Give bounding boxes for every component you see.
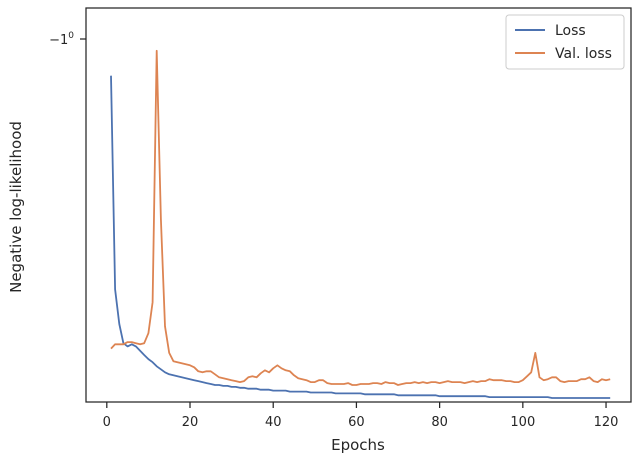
legend: Loss Val. loss [505,14,625,70]
legend-label-val-loss: Val. loss [555,46,612,62]
series-layer [110,49,611,399]
x-axis: 0 20 40 60 80 100 120 [103,402,619,430]
y-axis-title: Negative log-likelihood [7,121,25,293]
x-axis-title: Epochs [331,436,385,454]
y-tick-label: −10 [49,31,74,48]
y-axis: −10 [49,31,86,48]
plot-area [85,7,632,403]
legend-label-loss: Loss [555,23,586,39]
series-line-val-loss [110,49,611,386]
x-tick-label: 20 [182,415,199,430]
x-tick-label: 0 [103,415,111,430]
x-tick-label: 80 [431,415,448,430]
x-tick-label: 60 [348,415,365,430]
x-tick-label: 120 [594,415,619,430]
series-line-loss [110,75,611,399]
legend-box [505,14,625,70]
x-tick-label: 100 [510,415,535,430]
x-tick-label: 40 [265,415,282,430]
